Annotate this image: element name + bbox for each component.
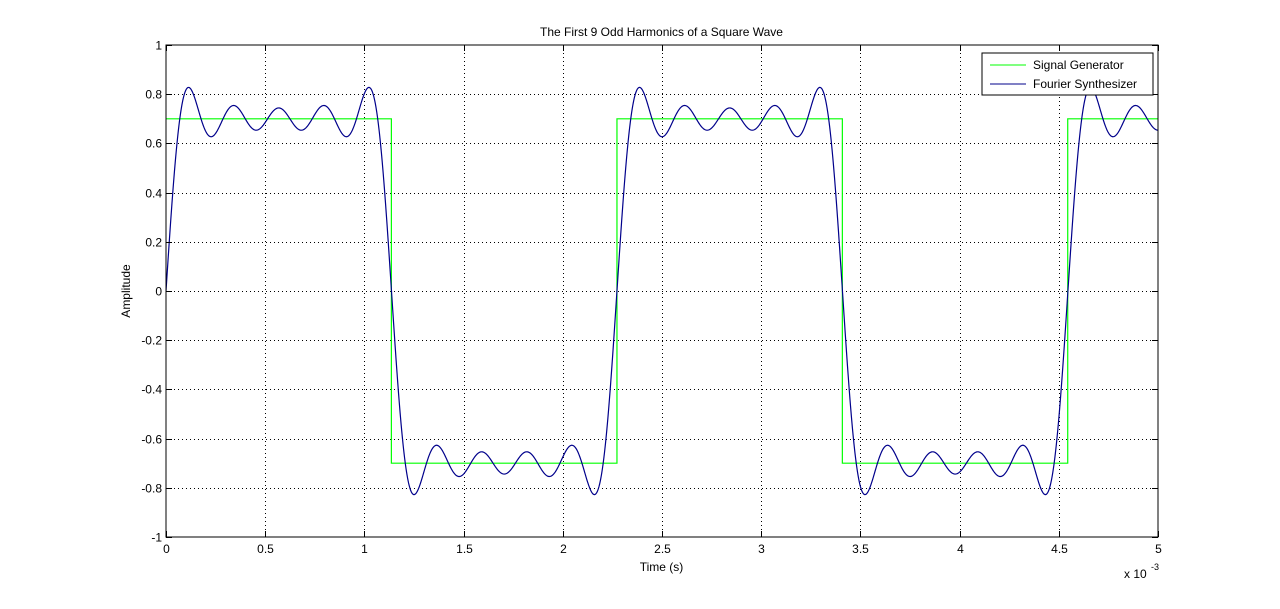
x-axis-exponent-power: -3	[1151, 562, 1159, 572]
y-tick-label: 0.6	[145, 137, 162, 151]
grid-lines	[166, 45, 1158, 537]
series-line-fourier-synthesizer	[166, 86, 1158, 496]
y-tick-label: 0.8	[145, 88, 162, 102]
y-tick-label: 0	[155, 285, 162, 299]
x-tick-labels: 0 0.5 1 1.5 2 2.5 3 3.5 4 4.5 5	[163, 542, 1162, 556]
y-tick-label: 0.2	[145, 236, 162, 250]
y-axis-label: Amplitude	[119, 264, 133, 318]
y-tick-label: -0.4	[141, 383, 162, 397]
x-tick-label: 3	[758, 542, 765, 556]
legend-label-signal-generator: Signal Generator	[1033, 58, 1124, 72]
x-tick-label: 1	[361, 542, 368, 556]
y-tick-label: -0.8	[141, 482, 162, 496]
x-tick-label: 5	[1155, 542, 1162, 556]
y-tick-label: -0.6	[141, 433, 162, 447]
x-tick-label: 4	[957, 542, 964, 556]
x-tick-label: 0.5	[257, 542, 274, 556]
y-tick-label: 0.4	[145, 187, 162, 201]
legend: Signal Generator Fourier Synthesizer	[981, 52, 1154, 96]
y-tick-label: 1	[155, 39, 162, 53]
x-tick-label: 3.5	[852, 542, 869, 556]
axis-ticks	[166, 45, 1159, 538]
series-layer	[166, 86, 1158, 496]
x-axis-label: Time (s)	[640, 560, 684, 574]
x-tick-label: 4.5	[1051, 542, 1068, 556]
legend-box	[981, 52, 1154, 96]
y-tick-label: -1	[151, 531, 162, 545]
x-axis-exponent-base: x 10	[1124, 567, 1147, 581]
y-tick-label: -0.2	[141, 334, 162, 348]
x-tick-label: 2	[560, 542, 567, 556]
chart-title: The First 9 Odd Harmonics of a Square Wa…	[540, 25, 783, 39]
legend-label-fourier-synthesizer: Fourier Synthesizer	[1033, 77, 1137, 91]
x-tick-label: 0	[163, 542, 170, 556]
y-tick-labels: 1 0.8 0.6 0.4 0.2 0 -0.2 -0.4 -0.6 -0.8 -1	[141, 39, 162, 545]
x-tick-label: 2.5	[654, 542, 671, 556]
x-tick-label: 1.5	[456, 542, 473, 556]
